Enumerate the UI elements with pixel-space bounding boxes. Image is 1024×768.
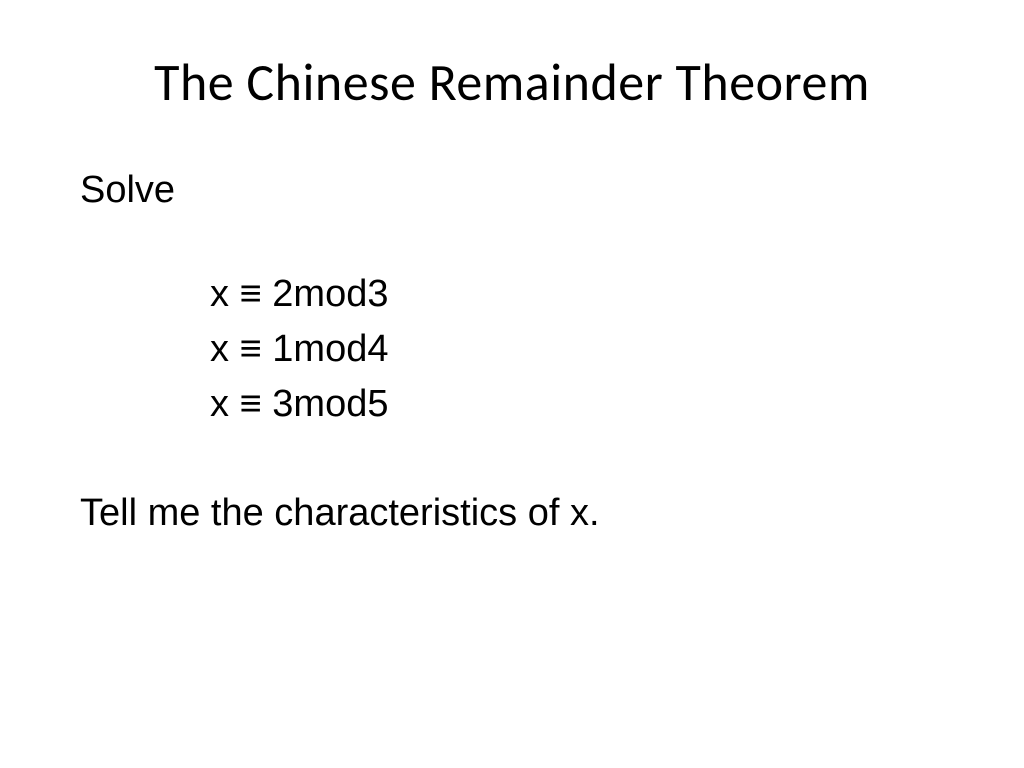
solve-label: Solve xyxy=(80,164,964,217)
slide-title: The Chinese Remainder Theorem xyxy=(60,50,964,114)
equation-line: x ≡ 2mod3 xyxy=(210,267,964,322)
equation-line: x ≡ 1mod4 xyxy=(210,322,964,377)
prompt-text: Tell me the characteristics of x. xyxy=(80,487,964,540)
equations-block: x ≡ 2mod3 x ≡ 1mod4 x ≡ 3mod5 xyxy=(80,267,964,432)
equation-line: x ≡ 3mod5 xyxy=(210,377,964,432)
slide-container: The Chinese Remainder Theorem Solve x ≡ … xyxy=(0,0,1024,768)
slide-body: Solve x ≡ 2mod3 x ≡ 1mod4 x ≡ 3mod5 Tell… xyxy=(60,164,964,541)
